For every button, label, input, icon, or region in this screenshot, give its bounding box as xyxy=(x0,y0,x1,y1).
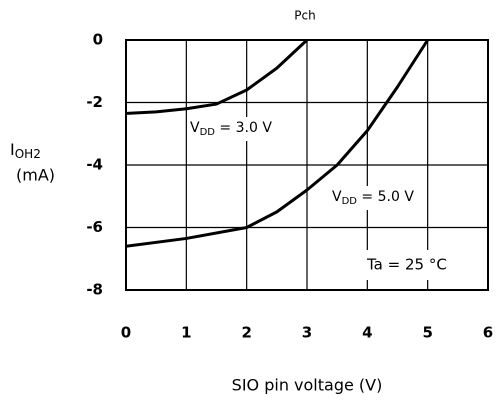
label-sub: DD xyxy=(342,196,358,207)
y-tick-label: -4 xyxy=(86,156,103,174)
label-main: V xyxy=(190,120,200,136)
y-axis-unit: (mA) xyxy=(16,166,55,185)
label-main: V xyxy=(332,189,342,205)
annotation: Ta = 25 °C xyxy=(366,256,447,274)
line xyxy=(125,39,429,248)
annotation-bg xyxy=(360,250,470,280)
x-tick-label: 6 xyxy=(483,324,493,342)
x-tick-label: 2 xyxy=(241,324,251,342)
x-tick-label: 5 xyxy=(422,324,432,342)
y-axis-label: IOH2 xyxy=(10,140,41,161)
y-tick-label: -2 xyxy=(86,93,103,111)
label-rest: = 5.0 V xyxy=(357,189,414,205)
label-sub: DD xyxy=(200,127,216,138)
label-bg xyxy=(330,186,426,210)
chart-title: Pch xyxy=(294,9,315,23)
x-tick-label: 1 xyxy=(181,324,191,342)
label-bg xyxy=(188,117,284,141)
line xyxy=(125,38,309,115)
x-tick-label: 3 xyxy=(302,324,312,342)
y-tick-label: -8 xyxy=(86,281,103,299)
series-label: VDD = 3.0 V xyxy=(190,120,272,138)
label-rest: = 3.0 V xyxy=(215,120,272,136)
series-label: VDD = 5.0 V xyxy=(332,189,414,207)
y-tick-label: 0 xyxy=(93,31,103,49)
x-tick-label: 0 xyxy=(121,324,131,342)
x-tick-label: 4 xyxy=(362,324,372,342)
y-tick-label: -6 xyxy=(86,218,103,236)
x-axis-label: SIO pin voltage (V) xyxy=(232,376,383,395)
